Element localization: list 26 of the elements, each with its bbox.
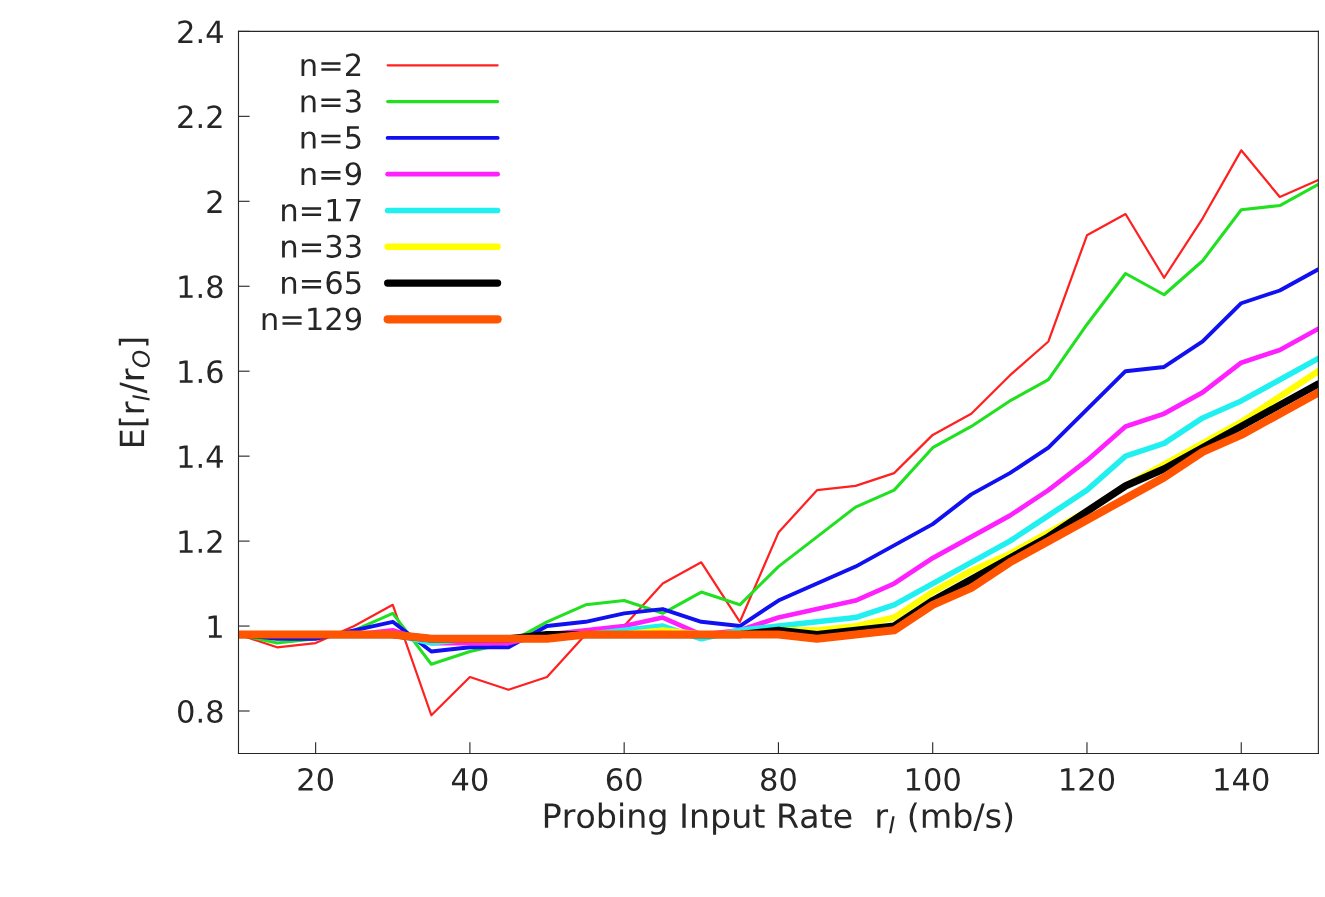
x-tick-label: 120 <box>1061 767 1115 792</box>
y-tick-label: 2.4 <box>178 20 223 43</box>
y-tick-label: 1.2 <box>179 530 222 553</box>
legend-label: n=17 <box>282 198 361 222</box>
x-tick-label: 40 <box>451 767 488 792</box>
x-tick-label: 100 <box>906 767 960 792</box>
y-tick-label: 2 <box>207 190 222 213</box>
legend-label: n=65 <box>282 271 361 295</box>
y-tick-label: 1 <box>208 615 222 638</box>
legend-label: n=5 <box>301 126 361 150</box>
y-tick-label: 1.4 <box>179 445 223 468</box>
y-tick-label: 0.8 <box>178 699 223 724</box>
legend-label: n=2 <box>301 53 361 76</box>
x-tick-label: 60 <box>606 767 642 792</box>
legend-label: n=9 <box>301 162 362 186</box>
legend-label: n=129 <box>262 307 362 331</box>
y-tick-label: 1.8 <box>179 275 223 299</box>
y-tick-label: 1.6 <box>179 360 223 384</box>
x-tick-label: 140 <box>1215 767 1269 792</box>
y-tick-label: 2.2 <box>178 105 222 128</box>
x-tick-label: 80 <box>761 767 796 792</box>
legend-label: n=33 <box>282 234 361 258</box>
legend-label: n=3 <box>301 89 361 113</box>
y-axis-title: E[r$_{I}$/r$_{O}$] <box>118 338 150 446</box>
x-axis-title: Probing Input Rate r$_{I}$ (mb/s) <box>544 802 1013 835</box>
x-tick-label: 20 <box>298 767 334 792</box>
